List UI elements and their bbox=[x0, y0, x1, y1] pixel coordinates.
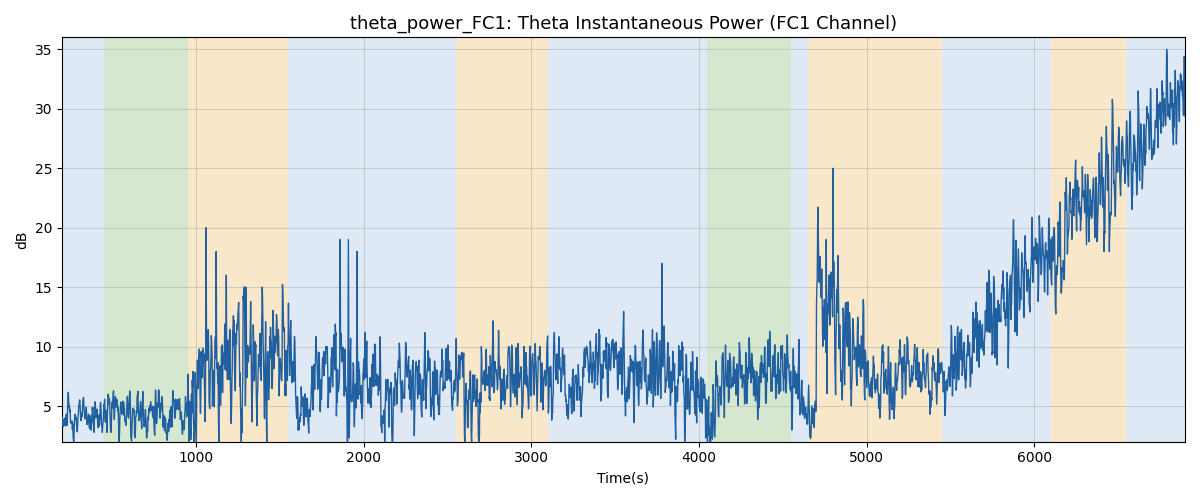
Y-axis label: dB: dB bbox=[14, 230, 29, 249]
Bar bbox=[456, 38, 548, 442]
Bar bbox=[707, 38, 791, 442]
Bar bbox=[942, 38, 1051, 442]
Bar bbox=[690, 38, 707, 442]
Bar bbox=[808, 38, 942, 442]
Bar bbox=[791, 38, 808, 442]
Bar bbox=[1051, 38, 1127, 442]
Bar bbox=[1127, 38, 1186, 442]
X-axis label: Time(s): Time(s) bbox=[598, 471, 649, 485]
Bar bbox=[288, 38, 456, 442]
Bar bbox=[62, 38, 104, 442]
Bar bbox=[548, 38, 690, 442]
Bar bbox=[187, 38, 288, 442]
Bar bbox=[104, 38, 187, 442]
Title: theta_power_FC1: Theta Instantaneous Power (FC1 Channel): theta_power_FC1: Theta Instantaneous Pow… bbox=[350, 15, 898, 34]
